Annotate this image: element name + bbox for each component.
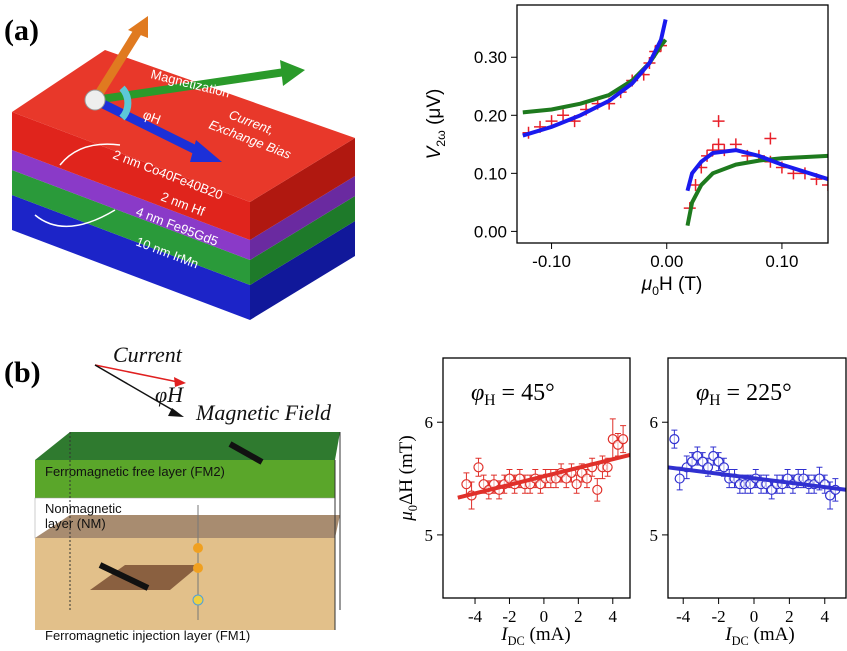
x-tick-label: 0.00	[650, 252, 683, 271]
y-tick-label: 0.00	[474, 222, 507, 241]
annotation-part: = 225°	[721, 380, 792, 406]
annotation-sub: H	[484, 392, 495, 409]
fm2-top	[35, 432, 340, 460]
point	[593, 485, 602, 494]
annotation-part: = 45°	[496, 380, 555, 406]
x-tick-label: 4	[821, 607, 830, 626]
x-axis-label-part: μ	[641, 274, 653, 295]
point	[582, 474, 591, 483]
y-tick-label: 0.20	[474, 106, 507, 125]
arrow-head	[280, 60, 305, 86]
y-axis-label: μ0ΔH (mT)	[396, 435, 420, 521]
layer-label: Ferromagnetic injection layer (FM1)	[45, 628, 250, 643]
origin	[85, 90, 105, 110]
point	[474, 463, 483, 472]
panel-label: (a)	[4, 14, 39, 47]
spin	[193, 543, 203, 553]
x-tick-label: -0.10	[532, 252, 571, 271]
x-tick-label: -2	[712, 607, 726, 626]
x-axis-label-sub: DC	[508, 634, 525, 648]
y-tick-label: 0.10	[474, 164, 507, 183]
current-arrow	[95, 365, 178, 382]
point	[572, 480, 581, 489]
point	[713, 138, 725, 150]
x-tick-label: 4	[609, 607, 618, 626]
figure: (a) H, Co40Fe40B20 Magnetization Fe95Gd5…	[0, 0, 847, 651]
point	[670, 435, 679, 444]
layer-label: Ferromagnetic free layer (FM2)	[45, 464, 225, 479]
point	[619, 435, 628, 444]
annotation-part: φ	[471, 380, 484, 406]
series-group	[458, 419, 630, 509]
point	[719, 463, 728, 472]
layer-label: Nonmagnetic	[45, 501, 122, 516]
angle-label: φH	[155, 382, 184, 407]
annotation-sub: H	[709, 392, 720, 409]
point	[764, 133, 776, 145]
annotation: φH = 45°	[471, 380, 555, 409]
point	[675, 474, 684, 483]
x-tick-label: -4	[676, 607, 691, 626]
y-axis-label-part: μ	[396, 511, 417, 522]
point	[713, 115, 725, 127]
x-axis-label-part: (mA)	[525, 624, 571, 645]
y-tick-label: 5	[425, 526, 434, 545]
annotation-part: φ	[696, 380, 709, 406]
plot-area: -0.10 0.00 0.10 0.00 0.10 0.20 0.30	[474, 5, 834, 271]
y-tick-label: 5	[650, 526, 659, 545]
x-axis-label: IDC (mA)	[500, 624, 570, 648]
field-label: Magnetic Field	[195, 400, 332, 425]
layer-box	[35, 432, 340, 630]
spin	[193, 563, 203, 573]
x-axis-label: μ0H (T)	[641, 274, 703, 298]
x-tick-label: -4	[468, 607, 483, 626]
x-axis-label: IDC (mA)	[724, 624, 794, 648]
point	[603, 463, 612, 472]
series-group	[523, 20, 834, 226]
panel-label: (b)	[4, 356, 41, 389]
point	[462, 480, 471, 489]
fm1-front	[35, 538, 335, 630]
fit-line	[523, 40, 828, 226]
x-tick-label: 2	[574, 607, 583, 626]
x-axis-label-part: (mA)	[749, 624, 795, 645]
y-tick-label: 6	[650, 413, 659, 432]
y-tick-label: 0.30	[474, 48, 507, 67]
spin	[193, 595, 203, 605]
y-tick-label: 6	[425, 413, 434, 432]
annotation: φH = 225°	[696, 380, 792, 409]
layer-label: layer (NM)	[45, 516, 106, 531]
series-group	[667, 430, 846, 509]
y-axis-label-part: (μV)	[424, 89, 445, 131]
y-axis-label-part: ΔH (mT)	[396, 435, 417, 505]
x-tick-label: 0.10	[765, 252, 798, 271]
current-label: Current	[113, 342, 183, 367]
y-axis-label: V2ω (μV)	[424, 89, 448, 160]
x-axis-label-sub: DC	[732, 634, 749, 648]
x-axis-label-part: H (T)	[659, 274, 702, 295]
y-axis-label-sub: 2ω	[434, 130, 448, 147]
